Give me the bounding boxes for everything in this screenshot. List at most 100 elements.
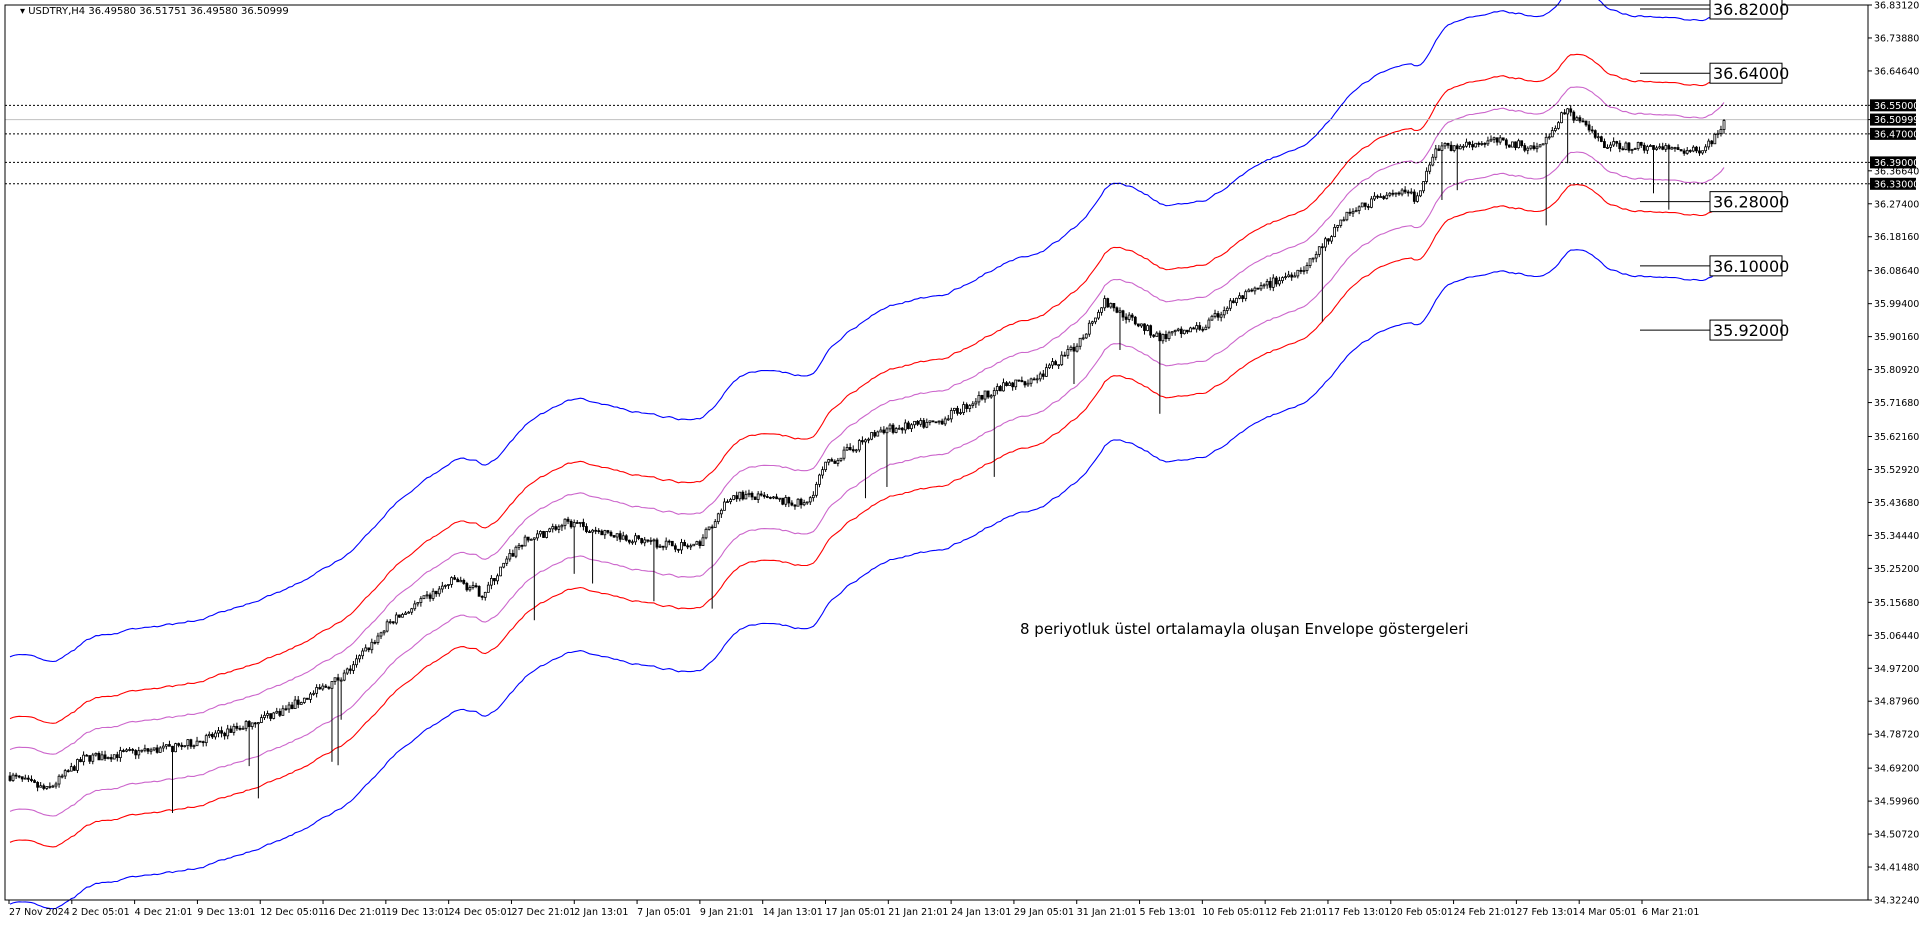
candle-body bbox=[1084, 333, 1088, 339]
candle-body bbox=[716, 513, 720, 523]
candle-body bbox=[309, 693, 312, 700]
candle-body bbox=[1501, 137, 1505, 141]
candle-body bbox=[750, 492, 754, 498]
candle-body bbox=[710, 526, 714, 529]
candle-body bbox=[39, 785, 43, 788]
candle-body bbox=[692, 543, 696, 547]
candle-body bbox=[888, 424, 892, 430]
candle-body bbox=[1618, 142, 1622, 150]
candle-body bbox=[1097, 311, 1100, 319]
candle-body bbox=[643, 539, 647, 544]
candle-body bbox=[1173, 329, 1177, 333]
candle-body bbox=[980, 395, 984, 400]
candle-body bbox=[79, 759, 82, 763]
candle-body bbox=[275, 710, 279, 714]
candle-body bbox=[756, 493, 760, 500]
candle-body bbox=[1081, 337, 1085, 340]
y-tick-label: 36.55000 bbox=[1874, 101, 1919, 112]
candle-body bbox=[422, 595, 426, 600]
candle-body bbox=[407, 611, 411, 614]
candle-body bbox=[1118, 310, 1122, 313]
candle-body bbox=[606, 530, 610, 533]
candle-body bbox=[726, 501, 729, 504]
candle-body bbox=[1017, 379, 1021, 382]
candle-body bbox=[434, 590, 438, 595]
candle-body bbox=[983, 390, 987, 400]
candle-body bbox=[913, 420, 916, 426]
candle-body bbox=[419, 598, 423, 603]
candle-body bbox=[1075, 345, 1079, 352]
candle-body bbox=[333, 677, 337, 682]
candle-body bbox=[1005, 382, 1008, 386]
candle-body bbox=[1066, 349, 1070, 356]
candle-body bbox=[1578, 117, 1582, 122]
candle-body bbox=[250, 722, 254, 727]
candle-body bbox=[1437, 148, 1441, 151]
candle-body bbox=[1259, 285, 1263, 290]
candle-body bbox=[922, 420, 926, 428]
y-tick-highlight bbox=[1870, 99, 1916, 112]
x-tick-label: 14 Jan 13:01 bbox=[763, 907, 823, 918]
candle-body bbox=[1023, 381, 1027, 386]
plot-frame bbox=[4, 4, 1869, 901]
candle-body bbox=[330, 681, 334, 689]
candle-body bbox=[1357, 206, 1361, 211]
candle-body bbox=[1354, 210, 1358, 213]
candle-body bbox=[468, 587, 472, 591]
candle-body bbox=[1090, 321, 1094, 324]
candle-body bbox=[207, 733, 211, 737]
candle-body bbox=[391, 621, 395, 624]
candle-body bbox=[63, 770, 67, 777]
candle-body bbox=[1489, 138, 1493, 142]
candle-body bbox=[882, 429, 886, 434]
x-tick-label: 29 Jan 05:01 bbox=[1014, 907, 1074, 918]
chart-header-text: ▾ USDTRY,H4 36.49580 36.51751 36.49580 3… bbox=[20, 6, 289, 17]
candle-body bbox=[594, 529, 598, 532]
y-tick-label: 36.47000 bbox=[1874, 129, 1919, 140]
candle-body bbox=[94, 752, 98, 756]
candle-body bbox=[1385, 194, 1389, 199]
candle-body bbox=[873, 432, 877, 437]
candle-body bbox=[634, 535, 637, 543]
candle-body bbox=[612, 535, 616, 538]
candle-body bbox=[1351, 211, 1355, 214]
candle-body bbox=[1213, 313, 1217, 317]
candle-body bbox=[115, 754, 119, 759]
candle-body bbox=[956, 407, 959, 414]
candle-body bbox=[404, 612, 407, 615]
candle-body bbox=[588, 531, 591, 534]
candle-body bbox=[416, 602, 420, 605]
candle-body bbox=[695, 541, 699, 545]
x-tick-label: 16 Dec 21:01 bbox=[323, 907, 387, 918]
candle-body bbox=[1069, 346, 1073, 350]
candle-body bbox=[1100, 307, 1103, 313]
candle-body bbox=[1526, 147, 1530, 151]
candle-body bbox=[217, 730, 220, 734]
candle-body bbox=[919, 420, 923, 425]
candle-body bbox=[1707, 140, 1711, 148]
candle-body bbox=[910, 424, 913, 430]
x-tick-label: 27 Feb 13:01 bbox=[1516, 907, 1578, 918]
candle-body bbox=[284, 708, 288, 711]
candle-body bbox=[388, 621, 392, 624]
candle-body bbox=[1391, 192, 1395, 195]
candle-body bbox=[1192, 327, 1195, 330]
candle-body bbox=[306, 697, 309, 700]
candle-body bbox=[1652, 145, 1655, 150]
candle-body bbox=[210, 733, 214, 738]
candle-body bbox=[1676, 147, 1680, 150]
candle-body bbox=[992, 390, 996, 397]
y-tick-label: 34.50720 bbox=[1874, 830, 1919, 841]
candle-body bbox=[413, 603, 417, 610]
candle-body bbox=[1155, 332, 1159, 337]
candle-body bbox=[281, 708, 285, 716]
candle-body bbox=[459, 579, 463, 583]
candle-body bbox=[1048, 364, 1051, 369]
x-tick-label: 2 Dec 05:01 bbox=[72, 907, 130, 918]
y-tick-label: 35.43680 bbox=[1874, 498, 1919, 509]
candle-body bbox=[1495, 137, 1499, 143]
candle-body bbox=[45, 786, 49, 789]
y-tick-label: 36.18160 bbox=[1874, 232, 1919, 243]
